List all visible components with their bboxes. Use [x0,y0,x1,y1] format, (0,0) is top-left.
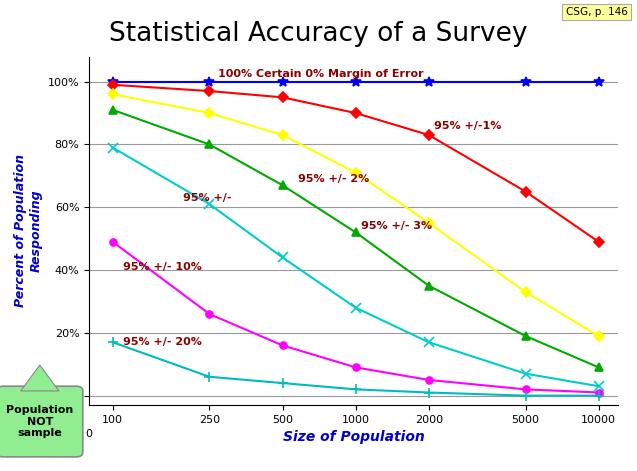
Text: 95% +/-: 95% +/- [183,193,232,203]
Text: 95% +/-1%: 95% +/-1% [434,121,501,131]
Text: 95% +/- 2%: 95% +/- 2% [298,174,369,184]
X-axis label: Size of Population: Size of Population [283,430,424,444]
Text: 0: 0 [86,430,92,439]
Text: CSG, p. 146: CSG, p. 146 [566,7,627,17]
Text: 95% +/- 20%: 95% +/- 20% [123,337,202,348]
Text: 95% +/- 3%: 95% +/- 3% [361,221,432,231]
Text: Statistical Accuracy of a Survey: Statistical Accuracy of a Survey [110,21,527,47]
Text: 100% Certain 0% Margin of Error: 100% Certain 0% Margin of Error [217,69,423,79]
Text: 95% +/- 10%: 95% +/- 10% [123,262,202,272]
Text: Population
NOT
sample: Population NOT sample [6,405,73,438]
Y-axis label: Percent of Population
Responding: Percent of Population Responding [14,154,42,307]
